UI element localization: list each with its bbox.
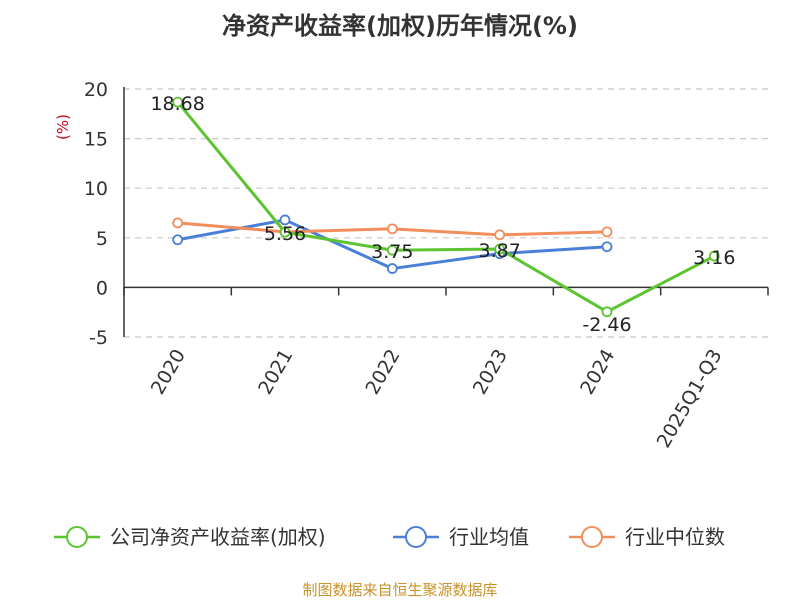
- series-1-point-4: [601, 241, 613, 253]
- legend-label-0: 公司净资产收益率(加权): [110, 525, 326, 549]
- series-1-point-0: [172, 234, 184, 246]
- data-label-layer: 18.68 5.56 3.75 3.87 -2.46 3.16: [150, 93, 735, 336]
- series-1-point-1: [279, 214, 291, 226]
- data-label-2: 3.75: [371, 241, 413, 263]
- y-axis-unit-label: (%): [54, 114, 72, 140]
- data-label-1: 5.56: [264, 223, 306, 245]
- legend-marker-1: [405, 526, 427, 548]
- legend: 公司净资产收益率(加权) 行业均值 行业中位数: [54, 525, 725, 549]
- series-0-point-0: [172, 96, 184, 108]
- legend-marker-2: [581, 526, 603, 548]
- y-tick-label-1: 15: [84, 129, 108, 151]
- x-tick-label-3: 2023: [469, 345, 512, 398]
- y-tick-label-0: 20: [84, 79, 108, 101]
- series-line-0: [176, 101, 716, 314]
- x-tick-label-4: 2024: [576, 346, 619, 399]
- legend-label-2: 行业中位数: [625, 525, 725, 549]
- series-0-point-3: [494, 243, 506, 255]
- source-note: 制图数据来自恒生聚源数据库: [302, 581, 497, 599]
- y-tick-label-4: 0: [96, 277, 108, 299]
- series-0-point-4: [601, 306, 613, 318]
- series-0-point-5: [708, 250, 720, 262]
- data-label-4: -2.46: [582, 314, 631, 336]
- series-1-point-2: [386, 263, 398, 274]
- grid-layer: [124, 88, 768, 338]
- x-tick-label-0: 2020: [147, 346, 190, 399]
- x-tick-label-5: 2025Q1-Q3: [653, 346, 727, 452]
- legend-marker-0: [66, 526, 88, 548]
- data-label-5: 3.16: [693, 247, 735, 269]
- x-tick-label-2: 2022: [361, 346, 404, 399]
- data-label-3: 3.87: [479, 240, 521, 262]
- series-0-point-2: [386, 244, 398, 256]
- x-tick-label-1: 2021: [254, 346, 297, 399]
- series-2-point-0: [172, 217, 184, 229]
- series-0-point-1: [279, 226, 291, 238]
- axis-layer: 20 15 10 5 0 -5 2020 2021 2022 2023 2024 2025Q1-Q3: [84, 79, 769, 452]
- y-tick-label-2: 10: [84, 178, 108, 200]
- series-2-point-4: [601, 226, 613, 238]
- series-layer: [172, 96, 720, 318]
- y-tick-label-3: 5: [96, 228, 108, 250]
- chart-title: 净资产收益率(加权)历年情况(%): [222, 12, 578, 40]
- data-label-0: 18.68: [150, 93, 204, 115]
- series-2-point-3: [494, 229, 506, 241]
- legend-label-1: 行业均值: [449, 525, 529, 549]
- y-tick-label-5: -5: [89, 327, 108, 349]
- series-2-point-2: [386, 223, 398, 235]
